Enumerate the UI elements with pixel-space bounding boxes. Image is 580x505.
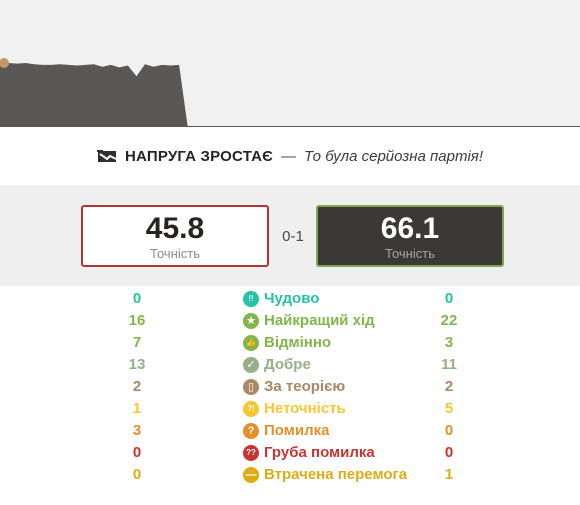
- classification-row[interactable]: 7 👍 Відмінно 3: [0, 332, 580, 354]
- classification-label: Неточність: [264, 400, 346, 417]
- classification-row[interactable]: 16 ★ Найкращий хід 22: [0, 310, 580, 332]
- black-count: 22: [440, 312, 458, 329]
- evaluation-graph[interactable]: [0, 0, 580, 127]
- black-count: 1: [444, 466, 454, 483]
- black-accuracy-label: Точність: [385, 246, 435, 261]
- tagline-dash: —: [281, 147, 297, 165]
- white-count: 0: [132, 290, 142, 307]
- white-count: 13: [128, 356, 146, 373]
- white-accuracy-card: 45.8 Точність: [81, 205, 269, 267]
- check-icon: ✓: [243, 357, 259, 373]
- accuracy-panel: 45.8 Точність 0-1 66.1 Точність: [0, 185, 580, 286]
- classification-label: Помилка: [264, 422, 330, 439]
- blunder-icon: ??: [243, 445, 259, 461]
- thumbs-up-icon: 👍: [243, 335, 259, 351]
- black-advantage-area: [0, 63, 580, 127]
- classification-row[interactable]: 13 ✓ Добре 11: [0, 354, 580, 376]
- book-icon: ▯: [243, 379, 259, 395]
- move-classification-table: 0!! Чудово 0 16 ★ Найкращий хід 22 7 👍 Відмінно 3 1…: [0, 288, 580, 486]
- miss-icon: —: [243, 467, 259, 483]
- classification-label: Чудово: [264, 290, 320, 307]
- white-count: 1: [132, 400, 142, 417]
- classification-row[interactable]: 2 ▯ За теорією 2: [0, 376, 580, 398]
- black-count: 2: [444, 378, 454, 395]
- classification-row[interactable]: 0?? Груба помилка 0: [0, 442, 580, 464]
- black-count: 11: [441, 356, 457, 373]
- white-count: 0: [132, 444, 142, 461]
- white-count: 16: [128, 312, 146, 329]
- classification-row[interactable]: 1?! Неточність 5: [0, 398, 580, 420]
- white-count: 3: [132, 422, 142, 439]
- mistake-icon: ?: [243, 423, 259, 439]
- trend-icon: [97, 148, 119, 164]
- black-accuracy-card: 66.1 Точність: [316, 205, 504, 267]
- inaccuracy-icon: ?!: [243, 401, 259, 417]
- classification-label: За теорією: [264, 378, 346, 395]
- classification-label: Добре: [264, 356, 311, 373]
- white-accuracy-value: 45.8: [145, 212, 205, 245]
- black-count: 0: [444, 422, 454, 439]
- classification-row[interactable]: 0 — Втрачена перемога 1: [0, 464, 580, 486]
- game-summary-tagline: НАПРУГА ЗРОСТАЄ — То була серйозна парті…: [0, 127, 580, 185]
- black-count: 0: [444, 290, 454, 307]
- black-count: 0: [444, 444, 454, 461]
- brilliant-icon: !!: [243, 291, 259, 307]
- classification-row[interactable]: 0!! Чудово 0: [0, 288, 580, 310]
- classification-label: Втрачена перемога: [264, 466, 408, 483]
- evaluation-graph-svg[interactable]: [0, 0, 580, 127]
- game-result: 0-1: [282, 228, 304, 245]
- classification-label: Груба помилка: [264, 444, 375, 461]
- white-count: 2: [132, 378, 142, 395]
- classification-row[interactable]: 3? Помилка 0: [0, 420, 580, 442]
- tagline-title: НАПРУГА ЗРОСТАЄ: [125, 147, 274, 165]
- current-move-marker: [0, 58, 9, 68]
- tagline-subtitle: То була серйозна партія!: [304, 147, 483, 165]
- white-count: 0: [132, 466, 142, 483]
- black-count: 5: [444, 400, 454, 417]
- white-accuracy-label: Точність: [150, 246, 200, 261]
- white-count: 7: [132, 334, 142, 351]
- star-icon: ★: [243, 313, 259, 329]
- classification-label: Відмінно: [264, 334, 332, 351]
- black-accuracy-value: 66.1: [380, 212, 440, 245]
- classification-label: Найкращий хід: [264, 312, 375, 329]
- black-count: 3: [444, 334, 454, 351]
